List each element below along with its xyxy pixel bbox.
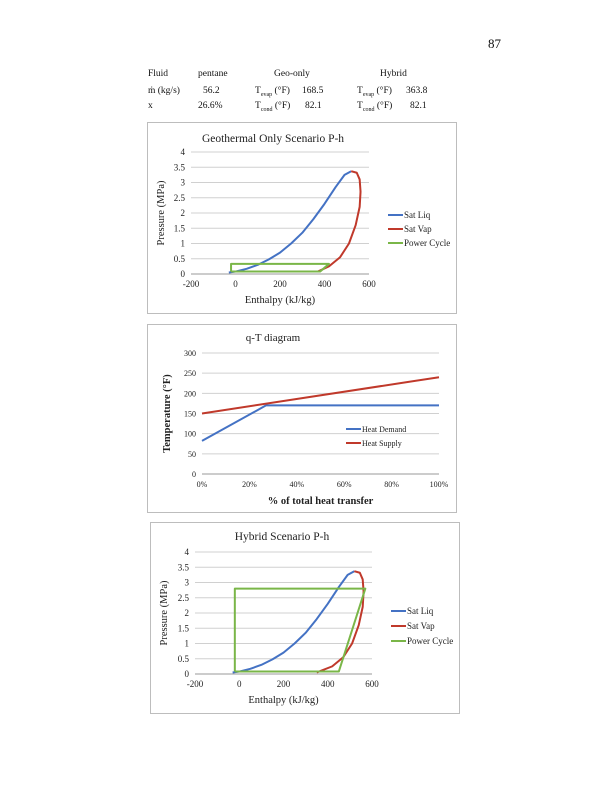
y-tick-label: 2 xyxy=(181,208,186,218)
y-tick-label: 1.5 xyxy=(174,223,186,233)
geo-tevap-value: 168.5 xyxy=(302,86,324,96)
y-tick-label: 300 xyxy=(184,349,196,358)
series-line-heat-demand xyxy=(201,404,439,442)
y-tick-label: 200 xyxy=(184,389,196,398)
hyb-tevap-value: 363.8 xyxy=(406,86,428,96)
y-tick-label: 3.5 xyxy=(178,562,190,572)
series-line-heat-supply xyxy=(201,376,440,415)
series-line-sat-liq xyxy=(232,570,355,674)
legend-label: Power Cycle xyxy=(404,238,450,248)
series-line-sat-liq xyxy=(228,170,352,274)
y-tick-label: 1 xyxy=(181,239,186,249)
x-tick-label: 400 xyxy=(321,679,335,689)
y-tick-label: 4 xyxy=(185,547,190,557)
y-tick-label: 2.5 xyxy=(174,193,186,203)
x-tick-label: -200 xyxy=(187,679,204,689)
y-tick-label: 0 xyxy=(181,269,186,279)
y-tick-label: 1.5 xyxy=(178,623,190,633)
x-tick-label: 0 xyxy=(233,279,238,289)
y-tick-label: 2.5 xyxy=(178,593,190,603)
x-tick-label: 600 xyxy=(362,279,376,289)
x-tick-label: 40% xyxy=(289,480,304,489)
geo-tevap-label: Tevap (°F) xyxy=(255,86,290,98)
x-tick-label: 0 xyxy=(237,679,242,689)
x-tick-label: -200 xyxy=(183,279,200,289)
x-tick-label: 20% xyxy=(242,480,257,489)
series-line-sat-vap xyxy=(317,170,362,273)
x-tick-label: 0% xyxy=(197,480,208,489)
legend-label: Power Cycle xyxy=(407,636,453,646)
chart-geothermal-ph: 0 0.5 1 1.5 2 2.5 3 3.5 4 -200 0 200 400 600 Geotherma… xyxy=(147,122,457,314)
legend-label: Sat Vap xyxy=(407,621,435,631)
chart-title: Geothermal Only Scenario P-h xyxy=(202,133,344,145)
geo-tcond-value: 82.1 xyxy=(305,101,322,111)
x-tick-label: 200 xyxy=(273,279,287,289)
series-line-power-cycle xyxy=(230,262,330,273)
y-tick-label: 2 xyxy=(185,608,190,618)
y-tick-label: 3.5 xyxy=(174,162,186,172)
y-tick-label: 250 xyxy=(184,369,196,378)
y-tick-label: 0.5 xyxy=(178,654,190,664)
page-number: 87 xyxy=(488,36,501,51)
chart-title: Hybrid Scenario P-h xyxy=(235,531,330,543)
y-tick-label: 100 xyxy=(184,430,196,439)
hyb-tcond-label: Tcond (°F) xyxy=(357,101,393,113)
x-axis-label: Enthalpy (kJ/kg) xyxy=(248,695,319,706)
legend-label: Sat Liq xyxy=(404,210,431,220)
y-tick-label: 4 xyxy=(181,147,186,157)
y-tick-label: 150 xyxy=(184,410,196,419)
legend-label: Heat Supply xyxy=(362,439,402,448)
x-tick-label: 400 xyxy=(318,279,332,289)
x-tick-label: 100% xyxy=(430,480,449,489)
y-tick-label: 0.5 xyxy=(174,254,186,264)
geo-tcond-label: Tcond (°F) xyxy=(255,101,291,113)
x-tick-label: 200 xyxy=(277,679,291,689)
x-tick-label: 80% xyxy=(384,480,399,489)
x-tick-label: 60% xyxy=(337,480,352,489)
header-geo-only: Geo-only xyxy=(274,69,310,79)
y-tick-label: 3 xyxy=(181,178,186,188)
y-tick-label: 3 xyxy=(185,578,190,588)
y-tick-label: 1 xyxy=(185,639,190,649)
y-axis-label: Pressure (MPa) xyxy=(159,580,170,646)
y-tick-label: 0 xyxy=(185,669,190,679)
y-axis-label: Temperature (°F) xyxy=(162,374,173,453)
series-line-sat-vap xyxy=(316,570,365,674)
legend-label: Sat Vap xyxy=(404,224,432,234)
series-line-power-cycle xyxy=(233,587,367,673)
x-axis-label: Enthalpy (kJ/kg) xyxy=(245,295,316,306)
y-tick-label: 0 xyxy=(192,470,196,479)
y-axis-label: Pressure (MPa) xyxy=(156,180,167,246)
cell-fluid-label: Fluid xyxy=(148,69,169,79)
legend-label: Sat Liq xyxy=(407,606,434,616)
chart-title: q-T diagram xyxy=(246,332,301,344)
cell-mdot-value: 56.2 xyxy=(203,86,220,96)
cell-x-label: x xyxy=(148,101,153,111)
hyb-tevap-label: Tevap (°F) xyxy=(357,86,392,98)
y-tick-label: 50 xyxy=(188,450,196,459)
legend-label: Heat Demand xyxy=(362,425,406,434)
hyb-tcond-value: 82.1 xyxy=(410,101,427,111)
cell-mdot-label: ṁ (kg/s) xyxy=(148,86,180,96)
cell-fluid-value: pentane xyxy=(198,69,228,79)
cell-x-value: 26.6% xyxy=(198,101,223,111)
chart-qt-diagram: 0 50 100 150 200 250 300 0% 20% 40% 60% 80% 100% q-T … xyxy=(147,324,457,513)
chart-hybrid-ph: 0 0.5 1 1.5 2 2.5 3 3.5 4 -200 0 200 400 600 Hybrid Sc… xyxy=(150,522,460,714)
x-tick-label: 600 xyxy=(365,679,379,689)
header-hybrid: Hybrid xyxy=(380,69,407,79)
x-axis-label: % of total heat transfer xyxy=(268,496,374,507)
